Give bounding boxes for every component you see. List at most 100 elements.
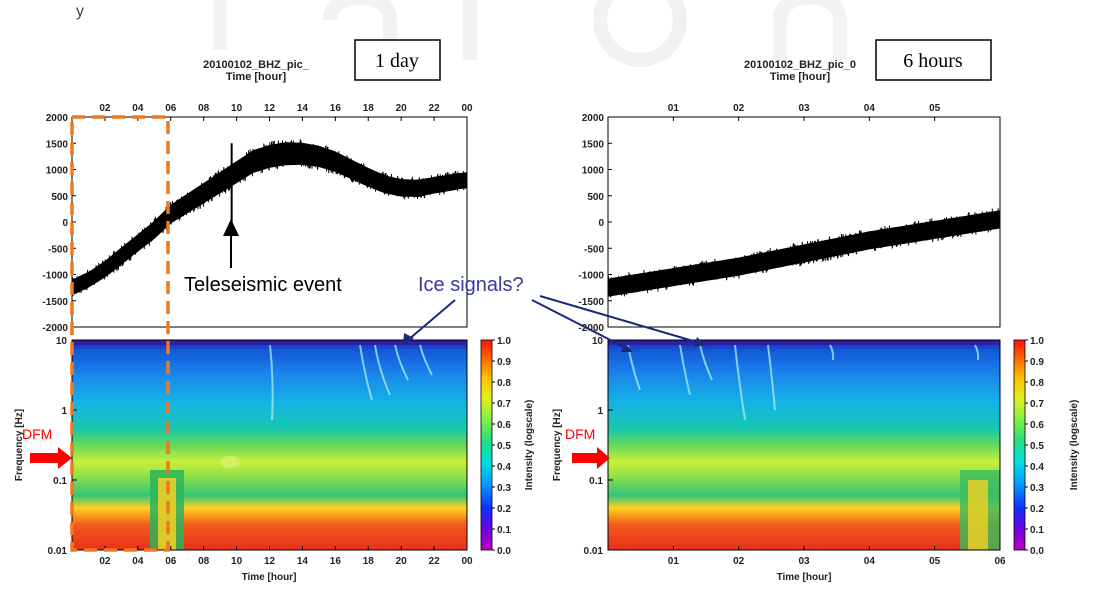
left-colorbar-label: Intensity (logscale) — [524, 400, 535, 491]
ice-streak — [734, 344, 746, 421]
y-tick-label: 500 — [587, 192, 604, 203]
watermark-logo — [213, 0, 847, 67]
x-tick-label: 10 — [231, 556, 243, 567]
right-waveform-yticks: -2000 -1500 -1000 -500 0 500 1000 1500 2000 — [578, 113, 612, 334]
ice-arrow-2 — [531, 299, 629, 350]
x-tick-label: 12 — [264, 556, 276, 567]
x-tick-label: 04 — [132, 103, 144, 114]
colorbar-tick-label: 0.8 — [497, 378, 511, 389]
x-tick-label: 03 — [798, 556, 810, 567]
ice-streak — [699, 344, 713, 381]
dfm-right-annotation: DFM — [565, 426, 610, 469]
colorbar-tick-label: 0.5 — [1030, 441, 1044, 452]
ice-arrow-3 — [539, 295, 701, 344]
right-colorbar-label: Intensity (logscale) — [1069, 400, 1080, 491]
colorbar-tick-label: 0.9 — [497, 357, 511, 368]
ice-annotation: Ice signals? — [403, 274, 706, 352]
ice-streak — [974, 344, 980, 361]
left-box-label-text: 1 day — [375, 50, 419, 72]
x-tick-label: 00 — [461, 556, 473, 567]
y-tick-label: 2000 — [46, 113, 69, 124]
left-spectrogram-top-band — [72, 340, 467, 345]
x-tick-label: 20 — [396, 103, 408, 114]
y-tick-label: 1500 — [582, 139, 605, 150]
x-tick-label: 16 — [330, 103, 342, 114]
x-tick-label: 04 — [864, 556, 876, 567]
x-tick-label: 02 — [733, 103, 745, 114]
x-tick-label: 06 — [994, 556, 1006, 567]
y-tick-label: 500 — [51, 192, 68, 203]
left-colorbar — [480, 339, 493, 551]
ice-streak — [374, 344, 391, 396]
watermark-text: y — [76, 3, 84, 20]
x-tick-label: 06 — [165, 103, 177, 114]
ice-arrow-1-head — [403, 333, 414, 345]
right-waveform-trace — [607, 208, 1001, 298]
colorbar-tick-label: 0.7 — [1030, 399, 1044, 410]
x-tick-label: 16 — [330, 556, 342, 567]
x-tick-label: 05 — [929, 103, 941, 114]
left-spectrogram-xlabel: Time [hour] — [242, 572, 297, 583]
right-spectrogram-streaks — [627, 344, 980, 421]
right-waveform-panel: 20100102_BHZ_pic_0 Time [hour] 01 02 03 04 0… — [578, 59, 1001, 334]
ice-streak — [679, 344, 691, 396]
right-colorbar-ticks: 0.0 0.1 0.2 0.3 0.4 0.5 0.6 0.7 0.8 0.9 1.0 — [1025, 336, 1044, 557]
colorbar-tick-label: 0.8 — [1030, 378, 1044, 389]
left-spectrogram-panel: 02 04 06 08 10 12 14 16 18 20 22 00 0.01 0.1 1 10 Time… — [14, 336, 535, 583]
y-tick-label: -2000 — [578, 323, 604, 334]
x-tick-label: 14 — [297, 556, 309, 567]
right-waveform-xticks: 01 02 03 04 05 — [668, 103, 941, 121]
x-tick-label: 03 — [798, 103, 810, 114]
right-spectrogram-image — [608, 340, 1000, 550]
colorbar-tick-label: 0.4 — [497, 462, 511, 473]
ice-streak — [767, 344, 776, 411]
ice-arrow-2-head — [621, 343, 633, 352]
right-spectrogram-xlabel: Time [hour] — [777, 572, 832, 583]
teleseismic-label: Teleseismic event — [184, 274, 342, 296]
ice-arrow-1 — [407, 299, 456, 341]
y-tick-label: 0.1 — [589, 476, 603, 487]
y-tick-label: 0.01 — [48, 546, 68, 557]
right-box-label-frame — [875, 39, 992, 81]
colorbar-tick-label: 0.2 — [1030, 504, 1044, 515]
dfm-right-arrow — [572, 447, 610, 469]
y-tick-label: 0.1 — [53, 476, 67, 487]
x-tick-label: 01 — [668, 103, 680, 114]
colorbar-tick-label: 0.7 — [497, 399, 511, 410]
right-spectrogram-panel: 01 02 03 04 05 06 0.01 0.1 1 10 Time [hour] Freq… — [552, 336, 1080, 583]
x-tick-label: 14 — [297, 103, 309, 114]
y-tick-label: -1500 — [578, 297, 604, 308]
colorbar-tick-label: 1.0 — [1030, 336, 1044, 347]
y-tick-label: -1000 — [578, 271, 604, 282]
y-tick-label: 1 — [61, 406, 67, 417]
ice-streak — [359, 344, 373, 401]
x-tick-label: 06 — [165, 556, 177, 567]
left-spectrogram-image — [72, 340, 467, 550]
x-tick-label: 01 — [668, 556, 680, 567]
highlight-six-hours-box — [70, 115, 170, 552]
teleseismic-arrow-head — [223, 219, 239, 236]
waveform-envelope — [72, 142, 467, 296]
colorbar-tick-label: 0.6 — [497, 420, 511, 431]
teleseismic-annotation: Teleseismic event — [184, 219, 342, 296]
ice-streak — [394, 344, 409, 381]
left-title-line2: Time [hour] — [226, 71, 287, 83]
left-title-line1: 20100102_BHZ_pic_ — [203, 59, 310, 71]
colorbar-tick-label: 0.5 — [497, 441, 511, 452]
y-tick-label: 0 — [598, 218, 604, 229]
y-tick-label: -500 — [48, 244, 68, 255]
colorbar-tick-label: 0.1 — [497, 525, 511, 536]
right-box-label-text: 6 hours — [903, 50, 963, 72]
y-tick-label: 2000 — [582, 113, 605, 124]
y-tick-label: -2000 — [42, 323, 68, 334]
colorbar-tick-label: 1.0 — [497, 336, 511, 347]
left-waveform-xticks: 02 04 06 08 10 12 14 16 18 20 22 00 — [99, 103, 473, 121]
colorbar-tick-label: 0.3 — [1030, 483, 1044, 494]
x-tick-label: 04 — [132, 556, 144, 567]
x-tick-label: 08 — [198, 556, 210, 567]
dfm-left-label: DFM — [22, 426, 52, 442]
y-tick-label: 10 — [592, 336, 604, 347]
ice-streak — [269, 344, 274, 421]
y-tick-label: 0 — [62, 218, 68, 229]
x-tick-label: 18 — [363, 103, 375, 114]
